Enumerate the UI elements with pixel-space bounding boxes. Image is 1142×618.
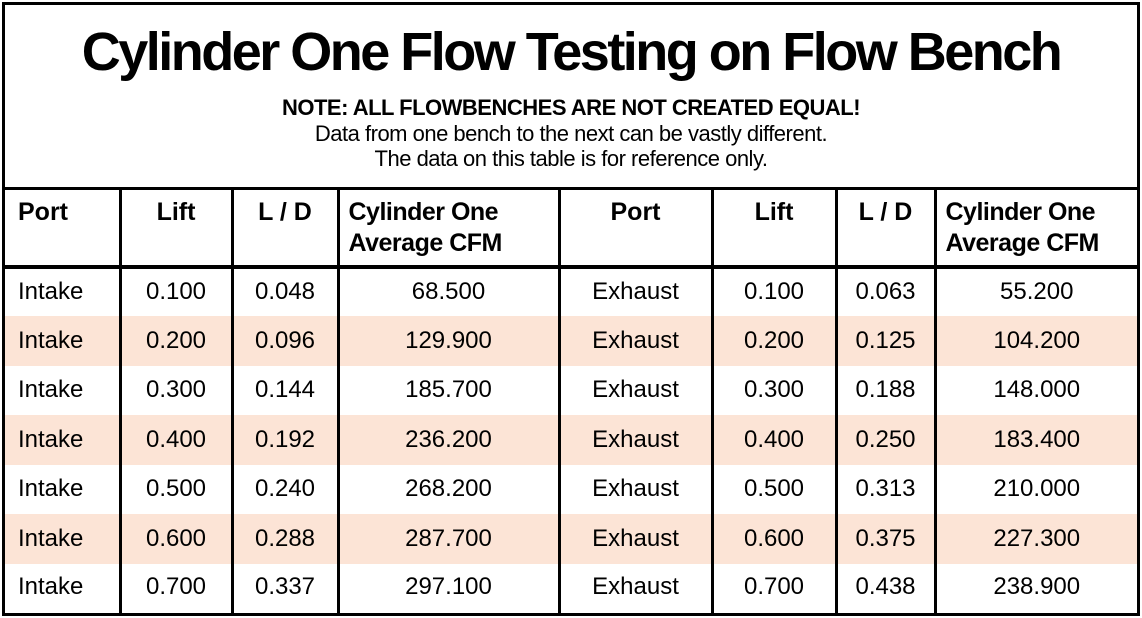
table-cell-cfm: 68.500 bbox=[336, 266, 559, 316]
table-cell-ld: 0.250 bbox=[834, 415, 935, 465]
table-cell-port: Exhaust bbox=[557, 365, 712, 415]
table-cell-port: Intake bbox=[18, 376, 84, 404]
table-row: Intake 0.600 0.288 287.700 Exhaust 0.600… bbox=[5, 514, 1137, 564]
table-cell-cfm: 210.000 bbox=[933, 464, 1137, 514]
table-cell-port: Intake bbox=[5, 514, 120, 564]
table-cell-ld: 0.048 bbox=[230, 266, 338, 316]
table-cell-cfm: 185.700 bbox=[336, 365, 559, 415]
table-cell-ld: 0.375 bbox=[834, 514, 935, 564]
table-row: Intake 0.400 0.192 236.200 Exhaust 0.400… bbox=[5, 415, 1137, 465]
table-cell-cfm: 129.900 bbox=[336, 316, 559, 366]
column-header-ld-exhaust: L / D bbox=[834, 188, 935, 269]
flow-data-table: Port Lift L / D Cylinder One Average CFM… bbox=[5, 187, 1137, 613]
table-row: Intake 0.200 0.096 129.900 Exhaust 0.200… bbox=[5, 316, 1137, 366]
table-cell-ld: 0.125 bbox=[834, 316, 935, 366]
note-line-1: Data from one bench to the next can be v… bbox=[314, 121, 828, 146]
column-header-lift-intake: Lift bbox=[118, 188, 232, 269]
table-cell-port: Exhaust bbox=[557, 514, 712, 564]
column-header-ld-intake: L / D bbox=[230, 188, 338, 269]
column-header-port-intake: Port bbox=[5, 188, 120, 269]
table-cell-lift: 0.200 bbox=[118, 316, 232, 366]
table-cell-lift: 0.100 bbox=[118, 266, 232, 316]
table-cell-lift: 0.600 bbox=[710, 514, 836, 564]
table-cell-port: Intake bbox=[18, 278, 84, 306]
table-cell-cfm: 297.100 bbox=[336, 563, 559, 613]
table-cell-port: Exhaust bbox=[557, 563, 712, 613]
table-cell-port: Intake bbox=[5, 316, 120, 366]
table-cell-ld: 0.096 bbox=[230, 316, 338, 366]
table-cell-ld: 0.337 bbox=[230, 563, 338, 613]
table-cell-lift: 0.300 bbox=[118, 365, 232, 415]
table-cell-lift: 0.100 bbox=[710, 266, 836, 316]
table-cell-cfm: 55.200 bbox=[933, 266, 1137, 316]
column-header-lift-exhaust: Lift bbox=[710, 188, 836, 269]
table-cell-lift: 0.200 bbox=[710, 316, 836, 366]
table-cell-cfm: 104.200 bbox=[933, 316, 1137, 366]
table-cell-cfm: 238.900 bbox=[933, 563, 1137, 613]
table-cell-port: Intake bbox=[5, 415, 120, 465]
table-cell-cfm: 148.000 bbox=[933, 365, 1137, 415]
table-cell-ld: 0.188 bbox=[834, 365, 935, 415]
column-header-cfm-exhaust: Cylinder One Average CFM bbox=[933, 188, 1137, 269]
table-cell-lift: 0.400 bbox=[118, 415, 232, 465]
table-row: Intake 0.100 0.048 68.500 Exhaust 0.100 … bbox=[5, 266, 1137, 316]
table-row: Intake 0.500 0.240 268.200 Exhaust 0.500… bbox=[5, 464, 1137, 514]
table-row: Intake 0.300 0.144 185.700 Exhaust 0.300… bbox=[5, 365, 1137, 415]
table-cell-lift: 0.600 bbox=[118, 514, 232, 564]
table-cell-ld: 0.288 bbox=[230, 514, 338, 564]
note-headline: NOTE: ALL FLOWBENCHES ARE NOT CREATED EQ… bbox=[281, 95, 861, 120]
table-cell-ld: 0.313 bbox=[834, 464, 935, 514]
note-line-2: The data on this table is for reference … bbox=[374, 146, 768, 171]
table-row: Intake 0.700 0.337 297.100 Exhaust 0.700… bbox=[5, 563, 1137, 613]
table-cell-cfm: 227.300 bbox=[933, 514, 1137, 564]
column-header-port-exhaust: Port bbox=[557, 188, 712, 269]
table-cell-lift: 0.500 bbox=[118, 464, 232, 514]
table-cell-lift: 0.500 bbox=[710, 464, 836, 514]
table-cell-ld: 0.063 bbox=[834, 266, 935, 316]
table-header-row: Port Lift L / D Cylinder One Average CFM… bbox=[5, 188, 1137, 269]
table-cell-port: Exhaust bbox=[557, 415, 712, 465]
table-cell-ld: 0.144 bbox=[230, 365, 338, 415]
table-cell-port: Exhaust bbox=[557, 266, 712, 316]
table-cell-cfm: 236.200 bbox=[336, 415, 559, 465]
table-cell-cfm: 268.200 bbox=[336, 464, 559, 514]
column-header-cfm-intake: Cylinder One Average CFM bbox=[336, 188, 559, 269]
title-area: Cylinder One Flow Testing on Flow Bench … bbox=[5, 5, 1137, 187]
table-cell-ld: 0.192 bbox=[230, 415, 338, 465]
table-cell-cfm: 183.400 bbox=[933, 415, 1137, 465]
table-cell-port: Exhaust bbox=[557, 316, 712, 366]
table-cell-port: Intake bbox=[18, 475, 84, 503]
table-cell-cfm: 287.700 bbox=[336, 514, 559, 564]
table-cell-ld: 0.240 bbox=[230, 464, 338, 514]
table-cell-ld: 0.438 bbox=[834, 563, 935, 613]
table-cell-lift: 0.400 bbox=[710, 415, 836, 465]
table-cell-port: Exhaust bbox=[557, 464, 712, 514]
page-title: Cylinder One Flow Testing on Flow Bench bbox=[81, 22, 1063, 82]
table-cell-lift: 0.300 bbox=[710, 365, 836, 415]
table-cell-lift: 0.700 bbox=[710, 563, 836, 613]
table-cell-port: Intake bbox=[18, 572, 84, 600]
table-cell-lift: 0.700 bbox=[118, 563, 232, 613]
